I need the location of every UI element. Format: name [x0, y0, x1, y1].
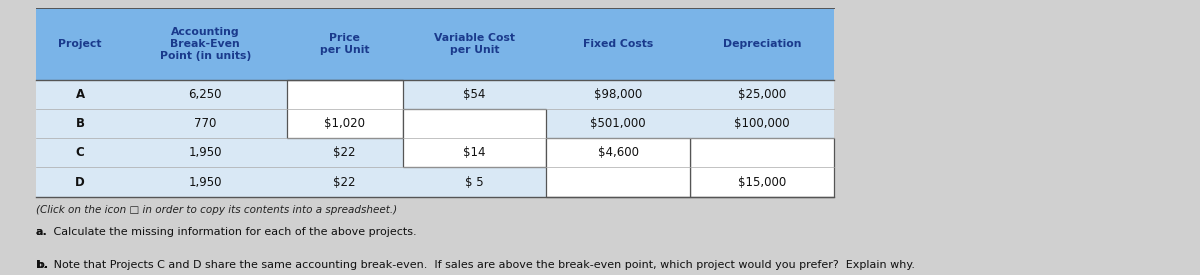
Bar: [36, 109, 834, 138]
Bar: [36, 138, 834, 167]
Text: $501,000: $501,000: [590, 117, 646, 130]
Text: A: A: [76, 88, 85, 101]
Text: (Click on the icon □ in order to copy its contents into a spreadsheet.): (Click on the icon □ in order to copy it…: [36, 205, 397, 215]
Text: Price
per Unit: Price per Unit: [319, 33, 370, 55]
Text: a.  Calculate the missing information for each of the above projects.: a. Calculate the missing information for…: [36, 227, 416, 237]
Bar: [690, 138, 834, 197]
Bar: [402, 109, 546, 167]
Bar: [546, 138, 690, 197]
Text: Depreciation: Depreciation: [722, 39, 802, 49]
Bar: [36, 80, 834, 109]
Text: b.  Note that Projects C and D share the same accounting break-even.  If sales a: b. Note that Projects C and D share the …: [36, 260, 916, 270]
Bar: [36, 167, 834, 197]
Text: a.: a.: [36, 227, 48, 237]
Text: 1,950: 1,950: [188, 175, 222, 189]
Text: D: D: [76, 175, 85, 189]
Bar: [287, 80, 402, 138]
Text: b.: b.: [36, 260, 48, 270]
Text: $14: $14: [463, 146, 486, 159]
Text: $54: $54: [463, 88, 486, 101]
Text: $100,000: $100,000: [734, 117, 790, 130]
Text: C: C: [76, 146, 84, 159]
Text: $4,600: $4,600: [598, 146, 638, 159]
Text: $15,000: $15,000: [738, 175, 786, 189]
Text: $ 5: $ 5: [466, 175, 484, 189]
Text: 1,950: 1,950: [188, 146, 222, 159]
Text: $1,020: $1,020: [324, 117, 365, 130]
Text: Fixed Costs: Fixed Costs: [583, 39, 653, 49]
Text: Project: Project: [59, 39, 102, 49]
Text: $22: $22: [334, 146, 355, 159]
Text: Variable Cost
per Unit: Variable Cost per Unit: [434, 33, 515, 55]
Text: Accounting
Break-Even
Point (in units): Accounting Break-Even Point (in units): [160, 28, 251, 61]
Bar: [36, 8, 834, 80]
Text: $25,000: $25,000: [738, 88, 786, 101]
Text: $22: $22: [334, 175, 355, 189]
Text: 6,250: 6,250: [188, 88, 222, 101]
Text: 770: 770: [194, 117, 216, 130]
Text: $98,000: $98,000: [594, 88, 642, 101]
Text: B: B: [76, 117, 84, 130]
